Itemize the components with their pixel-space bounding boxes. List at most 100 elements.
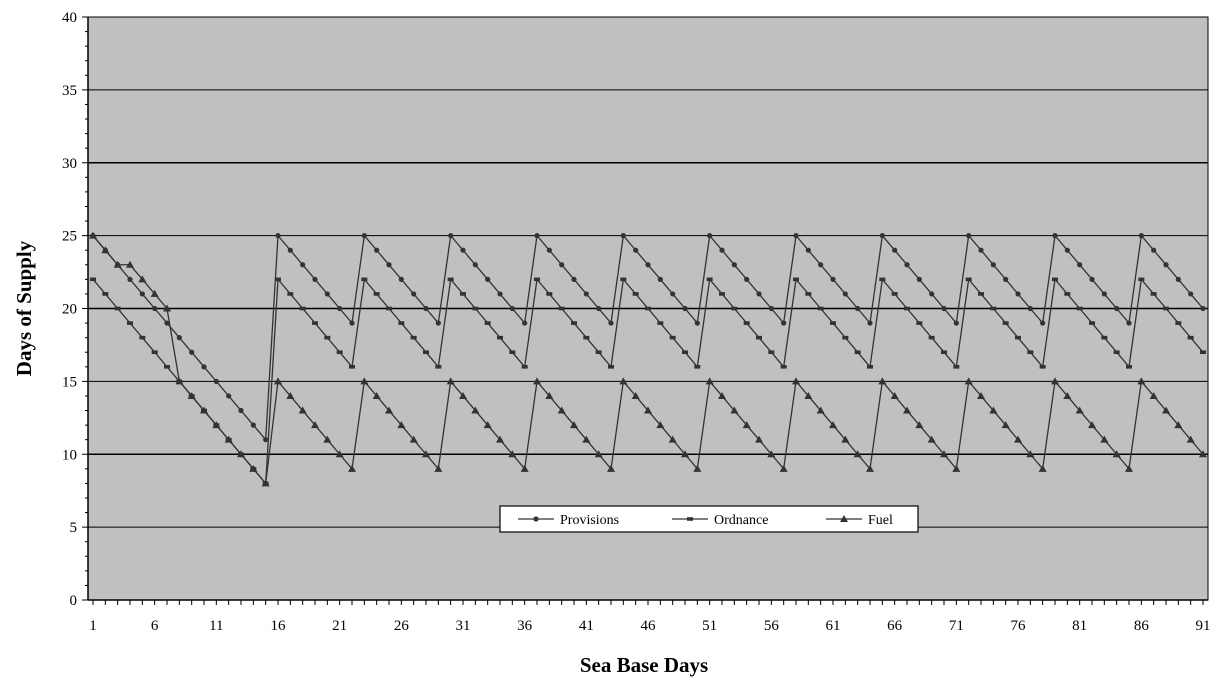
data-point-fuel	[286, 391, 295, 399]
data-point-fuel	[718, 391, 726, 399]
data-point-provisions	[633, 247, 639, 253]
data-point-ordnance	[694, 365, 701, 369]
data-point-ordnance	[435, 365, 442, 369]
data-point-ordnance	[1089, 321, 1095, 325]
data-point-fuel	[1038, 464, 1047, 472]
data-point-provisions	[1077, 262, 1083, 268]
data-point-provisions	[645, 262, 651, 268]
data-point-provisions	[953, 320, 959, 326]
data-point-fuel	[1001, 421, 1010, 429]
data-point-fuel	[952, 464, 961, 472]
data-point-provisions	[238, 407, 244, 414]
x-tick-label: 26	[394, 618, 410, 634]
data-point-fuel	[434, 464, 443, 472]
data-point-fuel	[816, 406, 825, 414]
data-point-ordnance	[349, 365, 355, 369]
data-point-fuel	[1137, 377, 1146, 385]
data-point-fuel	[1174, 421, 1183, 429]
legend-label-fuel: Fuel	[868, 513, 893, 528]
data-point-provisions	[1089, 276, 1095, 282]
data-point-ordnance	[534, 277, 540, 282]
data-point-ordnance	[127, 321, 133, 325]
data-point-fuel	[200, 406, 208, 414]
legend-label-ordnance: Ordnance	[714, 513, 768, 528]
data-point-provisions	[423, 305, 429, 312]
data-point-provisions	[559, 262, 565, 268]
data-point-provisions	[781, 320, 787, 326]
data-point-ordnance	[978, 292, 984, 296]
data-point-ordnance	[1015, 335, 1021, 340]
data-point-provisions	[189, 349, 195, 355]
legend-item-ordnance: Ordnance	[672, 513, 768, 528]
data-point-ordnance	[731, 306, 738, 311]
data-point-provisions	[448, 233, 454, 239]
data-point-fuel	[607, 464, 615, 472]
data-point-ordnance	[1101, 335, 1108, 340]
x-tick-label: 66	[887, 618, 903, 634]
data-point-ordnance	[1027, 350, 1034, 355]
data-point-provisions	[830, 276, 836, 282]
data-point-ordnance	[90, 277, 96, 282]
x-tick-label: 21	[332, 618, 347, 634]
data-point-ordnance	[1163, 306, 1169, 311]
y-tick-label: 0	[70, 593, 78, 609]
data-point-fuel	[890, 391, 899, 399]
data-point-ordnance	[1052, 277, 1058, 282]
data-point-ordnance	[460, 292, 466, 296]
data-point-fuel	[187, 391, 196, 399]
data-point-provisions	[324, 291, 330, 297]
data-point-fuel	[249, 464, 258, 472]
data-point-ordnance	[1126, 365, 1132, 369]
data-point-fuel	[175, 377, 184, 385]
data-point-provisions	[226, 393, 232, 399]
data-point-ordnance	[423, 350, 429, 355]
data-point-fuel	[101, 246, 110, 254]
data-point-provisions	[719, 247, 725, 253]
y-tick-label: 35	[62, 83, 77, 99]
data-point-fuel	[274, 377, 282, 385]
data-point-provisions	[1200, 305, 1206, 312]
data-point-ordnance	[373, 292, 380, 296]
data-point-ordnance	[867, 365, 873, 369]
data-point-fuel	[705, 377, 714, 385]
data-point-ordnance	[275, 277, 281, 282]
legend: Provisions Ordnance Fuel	[499, 505, 919, 533]
data-point-provisions	[1138, 233, 1144, 239]
data-point-ordnance	[743, 321, 750, 325]
data-point-provisions	[1175, 276, 1181, 282]
data-point-fuel	[656, 421, 665, 429]
data-point-provisions	[522, 320, 528, 326]
data-point-fuel	[927, 435, 936, 443]
data-point-provisions	[139, 291, 145, 297]
data-point-ordnance	[509, 350, 516, 355]
data-point-ordnance	[1064, 292, 1071, 296]
data-point-provisions	[756, 291, 762, 297]
data-point-fuel	[1075, 406, 1084, 414]
data-point-provisions	[929, 291, 935, 297]
x-tick-label: 86	[1134, 618, 1150, 634]
series-group	[89, 231, 1207, 487]
legend-marker-ordnance	[687, 517, 693, 521]
data-point-provisions	[978, 247, 984, 253]
legend-label-provisions: Provisions	[560, 513, 619, 528]
x-tick-label: 81	[1072, 618, 1087, 634]
x-tick-label: 16	[271, 618, 287, 634]
data-point-fuel	[619, 377, 628, 385]
data-point-fuel	[582, 435, 591, 443]
data-point-fuel	[483, 421, 492, 429]
data-point-provisions	[1126, 320, 1132, 326]
data-point-ordnance	[336, 350, 343, 355]
y-axis-title: Days of Supply	[12, 240, 36, 376]
data-point-fuel	[459, 391, 467, 399]
data-point-provisions	[1064, 247, 1070, 253]
data-point-provisions	[411, 291, 417, 297]
series-ordnance	[90, 277, 1206, 486]
data-point-provisions	[620, 233, 626, 239]
data-point-fuel	[237, 450, 245, 458]
y-tick-label: 25	[62, 229, 77, 245]
data-point-provisions	[213, 378, 219, 384]
data-point-ordnance	[756, 335, 762, 340]
data-point-provisions	[1151, 247, 1157, 253]
data-point-ordnance	[1187, 335, 1194, 340]
